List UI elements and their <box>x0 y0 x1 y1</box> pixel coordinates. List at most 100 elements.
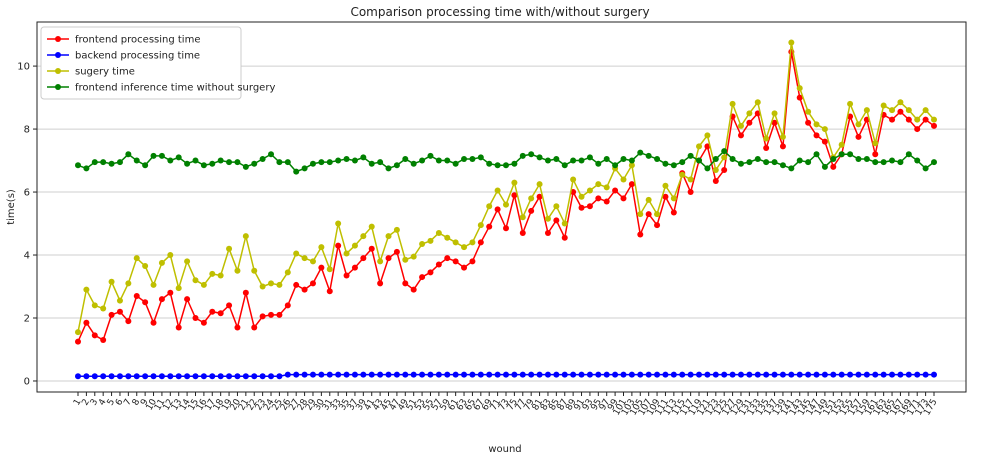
x-tick-label: 71 <box>489 398 503 413</box>
data-point <box>637 371 644 378</box>
data-point <box>637 231 644 238</box>
data-point <box>259 313 266 320</box>
data-point <box>477 371 484 378</box>
data-point <box>133 373 140 380</box>
x-tick-label: 37 <box>346 398 360 413</box>
y-tick-label: 4 <box>24 251 30 262</box>
data-point <box>528 151 535 158</box>
data-point <box>326 371 333 378</box>
data-point <box>419 371 426 378</box>
plot-frame <box>36 21 967 393</box>
data-point <box>914 116 921 123</box>
data-point <box>326 266 333 273</box>
data-point <box>226 245 233 252</box>
data-point <box>83 319 90 326</box>
data-point <box>788 165 795 172</box>
data-point <box>486 203 493 210</box>
data-point <box>268 373 275 380</box>
x-tick-label: 55 <box>422 398 436 413</box>
legend-marker <box>55 52 61 58</box>
data-point <box>402 371 409 378</box>
data-point <box>276 159 283 166</box>
data-point <box>771 119 778 126</box>
legend-label: backend processing time <box>75 51 200 62</box>
data-point <box>461 264 468 271</box>
data-point <box>511 179 518 186</box>
data-point <box>385 165 392 172</box>
data-point <box>200 319 207 326</box>
data-point <box>746 159 753 166</box>
x-tick-label: 22 <box>245 398 259 413</box>
data-point <box>209 270 216 277</box>
data-point <box>687 189 694 196</box>
data-point <box>528 207 535 214</box>
data-point <box>444 371 451 378</box>
data-point <box>586 154 593 161</box>
data-point <box>704 143 711 150</box>
x-tick-label: 15 <box>187 398 201 413</box>
data-point <box>251 373 258 380</box>
x-tick-label: 13 <box>170 398 184 413</box>
data-point <box>335 157 342 164</box>
x-tick-label: 17 <box>203 398 217 413</box>
data-point <box>687 152 694 159</box>
data-point <box>645 196 652 203</box>
data-point <box>259 373 266 380</box>
data-point <box>553 203 560 210</box>
data-point <box>276 373 283 380</box>
data-point <box>729 371 736 378</box>
data-point <box>553 217 560 224</box>
data-point <box>469 155 476 162</box>
data-point <box>494 371 501 378</box>
data-point <box>301 371 308 378</box>
data-point <box>125 373 132 380</box>
data-point <box>880 159 887 166</box>
data-point <box>410 160 417 167</box>
data-point <box>813 132 820 139</box>
data-point <box>293 371 300 378</box>
data-point <box>133 157 140 164</box>
data-point <box>142 162 149 169</box>
data-point <box>410 253 417 260</box>
data-point <box>511 192 518 199</box>
data-point <box>83 286 90 293</box>
data-point <box>75 329 81 336</box>
data-point <box>821 138 828 145</box>
data-point <box>435 261 442 268</box>
data-point <box>889 371 896 378</box>
data-point <box>813 151 820 158</box>
data-point <box>922 165 929 172</box>
data-point <box>729 100 736 107</box>
data-point <box>318 244 325 251</box>
data-point <box>293 281 300 288</box>
data-point <box>234 324 241 331</box>
data-point <box>586 371 593 378</box>
x-tick-label: 87 <box>556 398 570 413</box>
data-point <box>821 126 828 133</box>
data-point <box>410 286 417 293</box>
data-point <box>393 248 400 255</box>
data-point <box>200 281 207 288</box>
data-point <box>830 163 837 170</box>
data-point <box>100 305 107 312</box>
data-point <box>779 162 786 169</box>
data-point <box>175 154 182 161</box>
data-point <box>452 239 459 246</box>
data-point <box>167 252 174 259</box>
x-tick-label: 33 <box>329 398 343 413</box>
data-point <box>192 277 199 284</box>
data-point <box>704 371 711 378</box>
data-point <box>847 100 854 107</box>
data-point <box>242 373 249 380</box>
data-point <box>469 258 476 265</box>
data-point <box>402 155 409 162</box>
data-point <box>192 157 199 164</box>
legend-marker <box>55 68 61 74</box>
data-point <box>251 324 258 331</box>
data-point <box>905 371 912 378</box>
data-point <box>494 206 501 213</box>
x-tick-label: 85 <box>548 398 562 413</box>
data-point <box>318 371 325 378</box>
data-point <box>620 155 627 162</box>
data-point <box>125 280 132 287</box>
